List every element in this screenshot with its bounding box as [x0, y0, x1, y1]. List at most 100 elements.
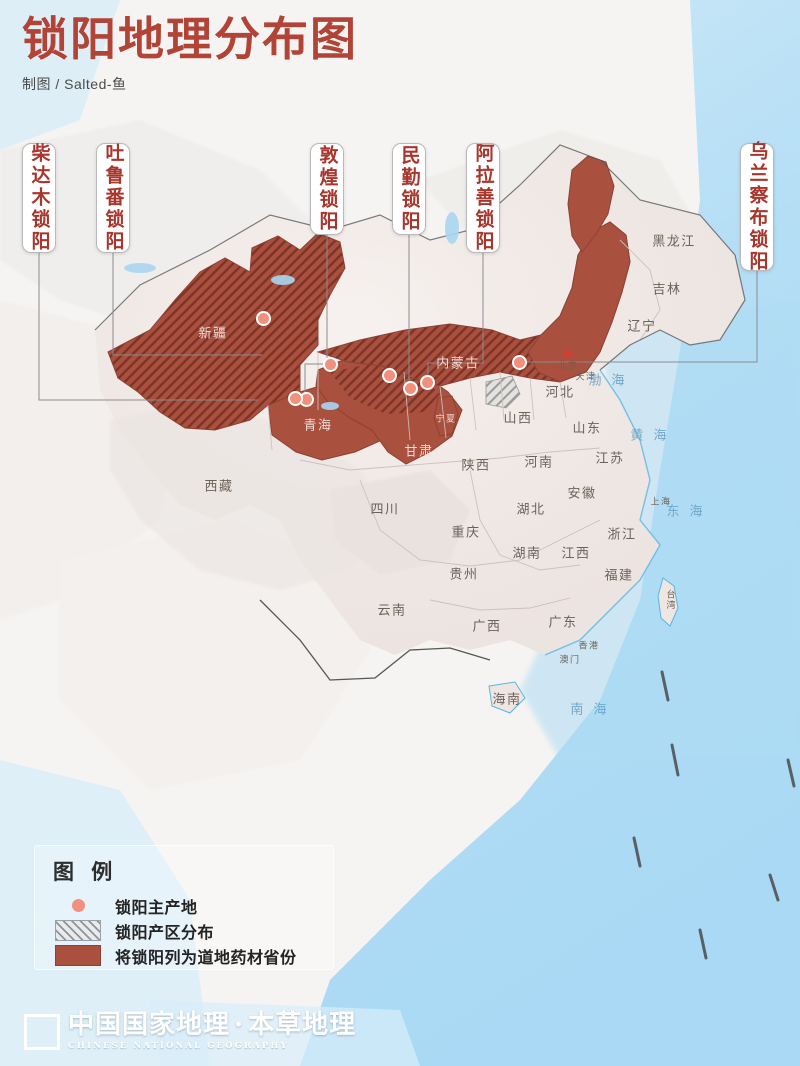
province-label-guangdong: 广东: [548, 615, 578, 631]
callout-label: 乌兰察布锁阳: [746, 141, 769, 273]
legend-fill-text: 将锁阳列为道地药材省份: [115, 949, 297, 967]
province-label-neimenggu: 内蒙古: [436, 356, 480, 372]
province-label-guangxi: 广西: [472, 619, 502, 635]
brand-separator: ·: [234, 1010, 245, 1040]
callout-label: 吐鲁番锁阳: [102, 143, 125, 253]
province-label-anhui: 安徽: [567, 486, 597, 502]
legend-box: 图 例 锁阳主产地锁阳产区分布将锁阳列为道地药材省份: [34, 845, 334, 970]
national-border-south: [259, 599, 491, 681]
alashan-site-dot[interactable]: [419, 374, 435, 390]
capital-label: 北京: [557, 360, 579, 371]
province-label-gansu: 甘肃: [404, 444, 434, 460]
callout-label: 民勤锁阳: [398, 145, 421, 233]
legend-fill-symbol-icon: [55, 945, 101, 966]
sea-label-huanghai: 黄 海: [630, 428, 670, 444]
callout-minqin[interactable]: 民勤锁阳: [392, 143, 426, 235]
brand-name-cn: 中国国家地理: [68, 1010, 231, 1040]
province-label-jiangsu: 江苏: [595, 451, 625, 467]
callout-tulufan[interactable]: 吐鲁番锁阳: [96, 143, 130, 253]
dunhuang-site-dot[interactable]: [322, 356, 338, 372]
province-label-jiangxi: 江西: [561, 546, 591, 562]
legend-title: 图 例: [53, 859, 118, 884]
map-credit: 制图 / Salted-鱼: [22, 75, 127, 92]
province-label-guizhou: 贵州: [449, 567, 479, 583]
legend-hatch-text: 锁阳产区分布: [115, 924, 215, 942]
leader-line-wulanchabu: [520, 271, 758, 363]
province-label-qinghai: 青海: [303, 418, 333, 434]
brand-footer: 中国国家地理 · 本草地理 CHINESE NATIONAL GEOGRAPHY: [24, 1010, 357, 1052]
province-label-tianjin: 天津: [575, 372, 597, 383]
page-title: 锁阳地理分布图: [22, 12, 358, 66]
legend-fill-swatch: [55, 945, 101, 966]
province-label-hunan: 湖南: [512, 546, 542, 562]
province-label-heilongjiang: 黑龙江: [652, 234, 696, 250]
leader-line-alashan: [427, 253, 484, 381]
sea-label-nanhai: 南 海: [570, 702, 610, 718]
callout-chaidamu[interactable]: 柴达木锁阳: [22, 143, 56, 253]
legend-dot-symbol-icon: [71, 899, 85, 912]
legend-rows: 锁阳主产地锁阳产区分布将锁阳列为道地药材省份: [49, 893, 319, 968]
jiuquan-site-dot[interactable]: [381, 367, 397, 383]
leader-line-dunhuang: [304, 235, 328, 398]
province-label-xianggang: 香港: [578, 641, 600, 652]
legend-hatch-swatch: [55, 920, 101, 941]
xinjiang-site-dot[interactable]: [255, 310, 271, 326]
taiwan-island: [657, 577, 679, 627]
legend-dot-swatch: [55, 899, 101, 912]
production-zone-hatch-shanxi: [485, 375, 521, 409]
leader-line-chaidamu: [38, 253, 258, 401]
nine-dash-line: [632, 670, 796, 960]
title-block: 锁阳地理分布图 制图 / Salted-鱼: [22, 14, 358, 94]
qaidam-site-dot[interactable]: [287, 390, 303, 406]
sea-label-bohai: 渤 海: [588, 373, 628, 389]
callout-dunhuang[interactable]: 敦煌锁阳: [310, 143, 344, 235]
province-label-hebei: 河北: [545, 385, 575, 401]
province-label-ningxia: 宁夏: [435, 414, 457, 425]
legend-dot-text: 锁阳主产地: [115, 899, 198, 917]
callout-wulanchabu[interactable]: 乌兰察布锁阳: [740, 141, 774, 273]
callout-label: 柴达木锁阳: [28, 143, 51, 253]
province-label-shandong: 山东: [572, 421, 602, 437]
hainan-island: [488, 681, 526, 714]
province-label-fujian: 福建: [604, 568, 634, 584]
callout-label: 敦煌锁阳: [316, 145, 339, 233]
province-label-aomen: 澳门: [559, 655, 581, 666]
province-ningxia-highlight: [433, 395, 459, 437]
legend-hatch-symbol-icon: [55, 920, 101, 941]
leader-line-tulufan: [112, 253, 262, 356]
coastline: [544, 369, 661, 656]
province-label-hainan: 海南: [492, 692, 522, 708]
brand-subname-cn: 本草地理: [248, 1010, 357, 1040]
province-label-jilin: 吉林: [652, 282, 682, 298]
minqin-site-dot[interactable]: [402, 380, 418, 396]
province-label-shaanxi: 陕西: [461, 458, 491, 474]
province-borders: [267, 239, 661, 611]
province-label-liaoning: 辽宁: [627, 319, 657, 335]
province-label-yunnan: 云南: [377, 603, 407, 619]
callout-label: 阿拉善锁阳: [472, 143, 495, 253]
province-label-shanghai: 上海: [650, 497, 672, 508]
legend-hatch: 锁阳产区分布: [55, 918, 319, 943]
province-label-chongqing: 重庆: [451, 525, 481, 541]
callout-alashan[interactable]: 阿拉善锁阳: [466, 143, 500, 253]
sea-label-donghai: 东 海: [666, 504, 706, 520]
callout-leader-lines: [38, 235, 758, 401]
province-label-zhejiang: 浙江: [607, 527, 637, 543]
legend-dot: 锁阳主产地: [55, 893, 319, 918]
province-label-shanxi: 山西: [503, 411, 533, 427]
terrain-layer: [0, 120, 700, 790]
province-label-taiwan: 台湾: [664, 589, 675, 611]
brand-mark-icon: [24, 1013, 60, 1050]
brand-name-en: CHINESE NATIONAL GEOGRAPHY: [68, 1041, 289, 1052]
province-label-xinjiang: 新疆: [198, 326, 228, 342]
province-label-henan: 河南: [524, 455, 554, 471]
legend-fill: 将锁阳列为道地药材省份: [55, 943, 319, 968]
province-label-sichuan: 四川: [370, 502, 400, 518]
lakes: [124, 212, 459, 410]
province-label-hubei: 湖北: [516, 502, 546, 518]
wulanchabu-site-dot[interactable]: [511, 354, 527, 370]
